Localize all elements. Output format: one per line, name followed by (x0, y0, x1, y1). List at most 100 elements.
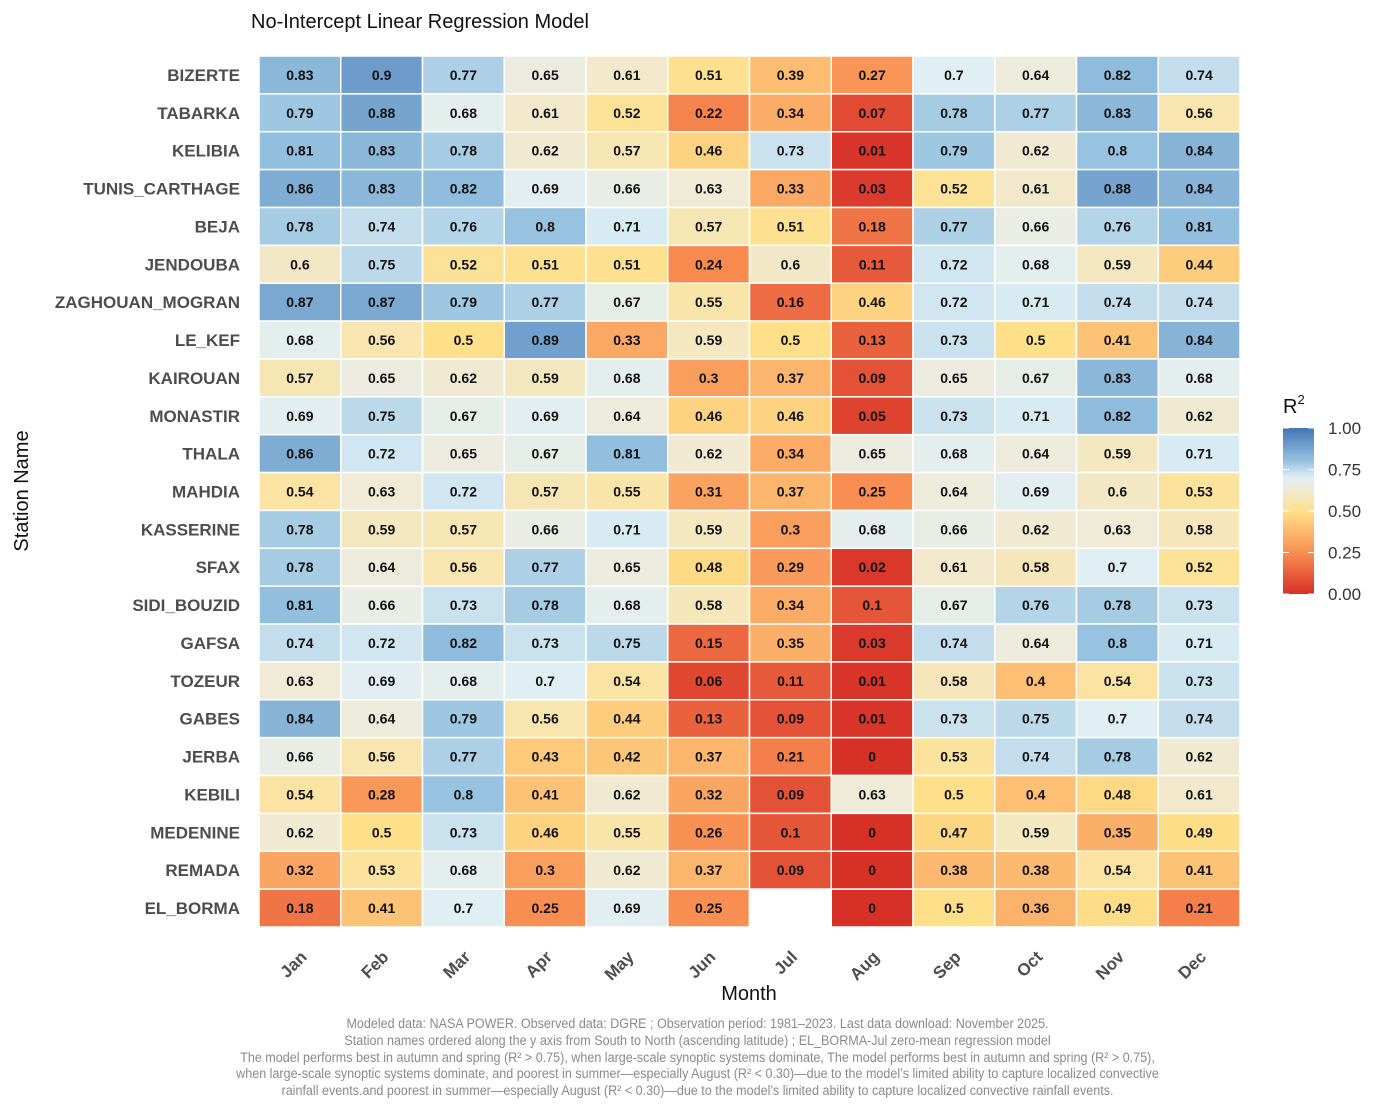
cell-rect (830, 888, 914, 928)
cell-value-label: 0.82 (450, 181, 477, 197)
cell-value-label: 0.87 (368, 294, 395, 310)
cell-rect (912, 850, 996, 890)
y-tick-label: KAIROUAN (148, 369, 240, 388)
cell-value-label: 0.44 (1186, 256, 1213, 272)
cell-rect (1075, 736, 1159, 777)
cell-rect (1157, 358, 1241, 398)
cell-value-label: 0.37 (695, 862, 722, 878)
cell-rect (1157, 585, 1241, 625)
cell-value-label: 0.78 (286, 559, 313, 575)
x-tick-label: Aug (846, 947, 883, 984)
cell-value-label: 0.86 (286, 181, 313, 197)
cell-value-label: 0.41 (368, 900, 395, 916)
cell-value-label: 0.21 (777, 749, 804, 765)
cell-rect (912, 736, 996, 777)
cell-rect (1075, 320, 1159, 360)
heatmap-cell: 0.3 (748, 509, 832, 550)
cell-value-label: 0.39 (777, 67, 804, 83)
cell-value-label: 0.13 (859, 332, 886, 348)
heatmap-cell: 0.73 (421, 585, 505, 625)
heatmap-cell: 0.71 (994, 282, 1078, 322)
cell-rect (830, 585, 914, 625)
cell-value-label: 0.71 (1186, 446, 1213, 462)
cell-rect (258, 206, 342, 247)
heatmap-cell: 0.33 (748, 168, 832, 209)
heatmap-cell (748, 888, 832, 928)
heatmap-cell: 0.68 (585, 585, 669, 625)
cell-value-label: 0.09 (777, 786, 804, 802)
heatmap-cell: 0.78 (258, 547, 342, 587)
cell-value-label: 0.59 (1022, 824, 1049, 840)
heatmap-cell: 0.68 (994, 244, 1078, 284)
cell-value-label: 0.61 (613, 67, 640, 83)
cell-value-label: 0.7 (454, 900, 474, 916)
cell-rect (748, 888, 832, 928)
y-tick-label: JENDOUBA (145, 255, 240, 274)
heatmap-cell: 0.4 (994, 774, 1078, 815)
cell-value-label: 0.83 (286, 67, 313, 83)
cell-value-label: 0.65 (859, 446, 886, 462)
cell-value-label: 0.49 (1186, 824, 1213, 840)
cell-rect (912, 812, 996, 853)
heatmap-cell: 0.42 (585, 736, 669, 777)
heatmap-cell: 0.63 (667, 168, 751, 209)
heatmap-cell: 0.65 (503, 55, 587, 95)
cell-rect (503, 244, 587, 284)
cell-rect (912, 282, 996, 322)
cell-value-label: 0.59 (1104, 256, 1131, 272)
heatmap-cell: 0.18 (258, 888, 342, 928)
cell-rect (258, 661, 342, 701)
heatmap-cell: 0.64 (994, 55, 1078, 95)
heatmap-cell: 0.44 (1157, 244, 1241, 284)
cell-rect (1075, 774, 1159, 815)
cell-value-label: 0.84 (1186, 181, 1213, 197)
cell-rect (667, 433, 751, 474)
cell-value-label: 0.51 (532, 256, 559, 272)
heatmap-cell: 0.78 (258, 206, 342, 247)
cell-rect (503, 396, 587, 436)
heatmap-cell: 0.74 (1157, 55, 1241, 95)
y-tick-label: MAHDIA (172, 483, 240, 502)
heatmap-cell: 0.68 (830, 509, 914, 550)
heatmap-cell: 0.41 (1157, 850, 1241, 890)
cell-value-label: 0.6 (781, 256, 801, 272)
cell-value-label: 0.78 (532, 597, 559, 613)
heatmap-cell: 0.84 (1157, 130, 1241, 171)
cell-rect (340, 888, 424, 928)
cell-rect (667, 547, 751, 587)
cell-rect (994, 282, 1078, 322)
heatmap-cell: 0.64 (585, 396, 669, 436)
cell-value-label: 0.56 (368, 332, 395, 348)
cell-rect (994, 736, 1078, 777)
cell-value-label: 0.74 (1186, 711, 1213, 727)
cell-value-label: 0.09 (777, 862, 804, 878)
cell-rect (912, 168, 996, 209)
heatmap-cell: 0.33 (585, 320, 669, 360)
cell-value-label: 0.78 (1104, 597, 1131, 613)
cell-value-label: 0.55 (613, 484, 640, 500)
heatmap-cell: 0.62 (503, 130, 587, 171)
cell-rect (748, 206, 832, 247)
cell-rect (340, 93, 424, 133)
cell-rect (258, 509, 342, 550)
cell-value-label: 0.8 (1108, 143, 1128, 159)
heatmap-cell: 0.73 (912, 396, 996, 436)
cell-value-label: 0.5 (454, 332, 474, 348)
heatmap-cell: 0.62 (421, 358, 505, 398)
heatmap-cell: 0.73 (503, 623, 587, 663)
cell-value-label: 0.1 (781, 824, 801, 840)
heatmap-cell: 0.78 (1075, 585, 1159, 625)
cell-value-label: 0.64 (368, 559, 395, 575)
heatmap-cell: 0.86 (258, 433, 342, 474)
cell-value-label: 0.62 (613, 862, 640, 878)
heatmap-cell: 0.41 (340, 888, 424, 928)
cell-value-label: 0.78 (286, 218, 313, 234)
cell-value-label: 0.32 (695, 786, 722, 802)
legend-tick-label: 0.00 (1328, 585, 1361, 604)
heatmap-cell: 0.5 (421, 320, 505, 360)
cell-value-label: 0.65 (940, 370, 967, 386)
cell-value-label: 0.69 (286, 408, 313, 424)
cell-rect (1157, 396, 1241, 436)
heatmap-cell: 0.46 (748, 396, 832, 436)
cell-rect (667, 93, 751, 133)
